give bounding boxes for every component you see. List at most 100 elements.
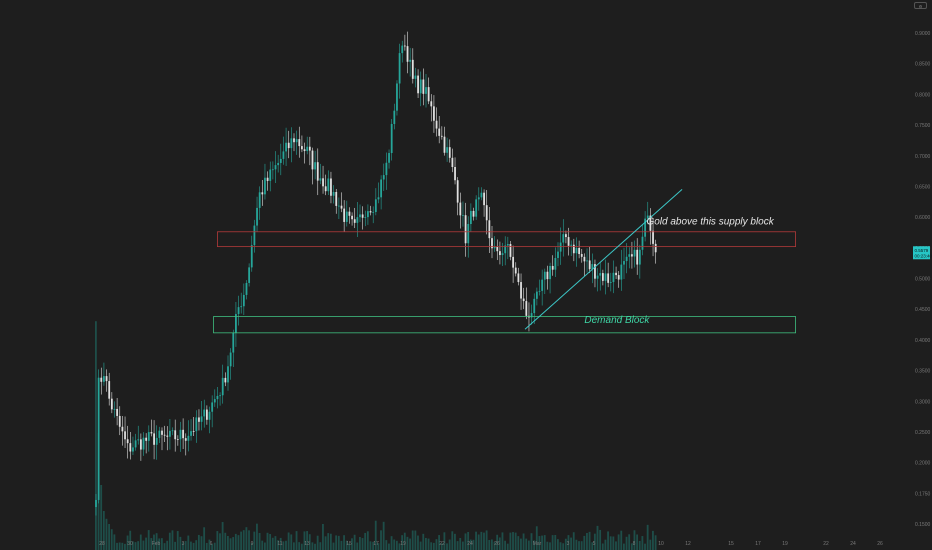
candle	[95, 494, 97, 516]
candle	[512, 245, 515, 283]
volume-bar	[469, 539, 472, 550]
x-tick-label: 8	[633, 541, 636, 547]
volume-bar	[105, 518, 108, 550]
volume-bar	[461, 541, 464, 550]
volume-bar	[480, 531, 483, 550]
candle	[572, 238, 575, 262]
volume-bar	[506, 543, 509, 550]
volume-bar	[654, 535, 657, 550]
supply-zone[interactable]	[217, 231, 796, 248]
candle	[279, 143, 282, 176]
candle	[451, 148, 454, 173]
candle	[261, 179, 264, 206]
candle	[187, 420, 190, 452]
volume-bar	[213, 542, 216, 550]
time-axis[interactable]: 28 30 Feb 3 6 9 11 13 15 17 19 22 24 26 Mar 3 5 8 10 12 15 17…	[99, 541, 883, 547]
volume-bar	[649, 539, 652, 550]
volume-bar	[190, 541, 192, 550]
volume-bar	[588, 531, 591, 550]
candle	[219, 392, 221, 406]
volume-bar	[303, 531, 306, 550]
candle	[242, 283, 245, 315]
candle	[190, 419, 192, 441]
candle	[633, 240, 636, 268]
volume-bar	[137, 541, 140, 550]
volume-bar	[477, 534, 480, 550]
volume-bar	[266, 532, 269, 550]
candle	[541, 269, 544, 306]
volume-bar	[187, 535, 190, 550]
candle	[322, 165, 324, 194]
candle	[551, 255, 554, 276]
volume-bar	[641, 536, 644, 550]
candle	[97, 369, 100, 504]
last-price-countdown: 00:23:40	[915, 253, 932, 258]
volume-bar	[356, 542, 359, 550]
candle	[253, 219, 256, 253]
candle	[211, 395, 214, 428]
volume-bar	[525, 538, 528, 550]
x-tick-label: 3	[567, 541, 570, 547]
candle	[485, 190, 488, 235]
volume-bar	[604, 539, 607, 550]
candle	[227, 355, 229, 391]
x-tick-label: 19	[782, 541, 788, 547]
volume-bar	[224, 532, 227, 550]
volume-bar	[564, 538, 567, 550]
volume-bar	[646, 524, 649, 550]
volume-bar	[440, 543, 443, 550]
scale-settings-button[interactable]: ⚙	[914, 2, 927, 9]
candle	[570, 240, 573, 257]
volume-bar	[430, 542, 433, 550]
volume-bar	[316, 535, 319, 550]
x-tick-label: 10	[658, 541, 664, 547]
y-tick-label: 0.6500	[915, 184, 931, 190]
candle	[311, 147, 314, 185]
candle	[359, 204, 361, 223]
candle	[623, 247, 625, 280]
candle	[506, 236, 509, 260]
candle	[298, 126, 301, 158]
volume-bar	[124, 543, 126, 550]
volume-bar	[570, 537, 572, 550]
volume-bar	[472, 539, 475, 550]
volume-bar	[549, 542, 551, 550]
volume-bar	[557, 539, 559, 550]
candle	[372, 206, 375, 224]
candle	[388, 149, 390, 169]
volume-bar	[240, 531, 242, 550]
volume-bar	[636, 534, 638, 550]
candle	[264, 163, 266, 200]
volume-bar	[419, 541, 422, 550]
candle	[245, 280, 248, 300]
candle	[345, 200, 348, 227]
x-tick-label: 30	[127, 541, 133, 547]
candle	[377, 182, 380, 204]
volume-bar	[248, 530, 250, 550]
volume-bar	[237, 535, 240, 550]
candle	[116, 398, 119, 426]
volume-bar	[543, 535, 546, 550]
volume-bar	[448, 539, 451, 550]
volume-bar	[290, 534, 293, 550]
candle	[435, 107, 438, 137]
volume-bar	[488, 540, 491, 550]
candle	[351, 212, 353, 226]
candle	[380, 175, 383, 210]
trendline[interactable]	[524, 189, 683, 330]
candle	[343, 200, 346, 233]
candle	[594, 259, 596, 288]
y-tick-label: 0.8000	[915, 92, 931, 98]
volume-bar	[425, 537, 427, 550]
candle	[285, 127, 287, 166]
candle	[256, 196, 258, 232]
candle	[137, 425, 140, 445]
volume-bar	[567, 535, 570, 550]
candle	[448, 139, 451, 163]
demand-zone[interactable]	[213, 316, 796, 334]
volume-bar	[250, 542, 253, 550]
y-tick-label: 0.1750	[915, 491, 931, 497]
candle	[306, 136, 309, 155]
candle	[427, 77, 430, 105]
